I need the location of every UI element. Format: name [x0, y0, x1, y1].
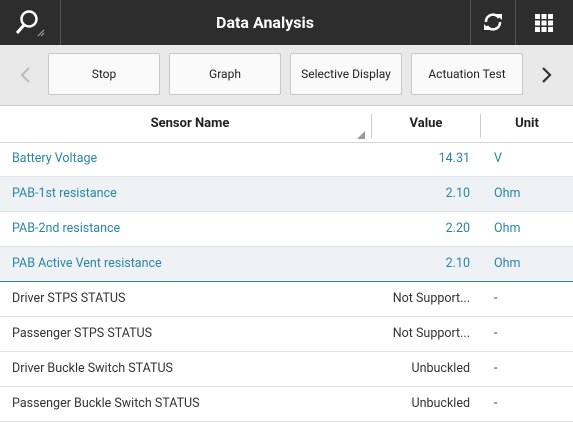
sensor-value: Not Support...	[392, 291, 470, 306]
separator	[470, 0, 471, 45]
table-row[interactable]: PAB-1st resistance 2.10 Ohm	[0, 177, 573, 212]
table-row[interactable]: PAB Active Vent resistance 2.10 Ohm	[0, 247, 573, 282]
table-row[interactable]: Driver STPS STATUS Not Support... -	[0, 282, 573, 317]
toolbar-button[interactable]: Selective Display	[290, 53, 402, 95]
next-arrow[interactable]	[540, 65, 554, 85]
prev-arrow[interactable]	[18, 65, 32, 85]
table-body: Battery Voltage 14.31 V PAB-1st resistance 2…	[0, 142, 573, 422]
sensor-unit: -	[494, 326, 498, 341]
refresh-icon[interactable]	[482, 11, 504, 33]
sensor-unit: Ohm	[494, 186, 521, 201]
sensor-unit: Ohm	[494, 221, 521, 236]
sensor-value: 14.31	[438, 151, 470, 166]
separator	[480, 114, 481, 138]
sensor-value: Unbuckled	[411, 361, 470, 376]
sensor-unit: V	[494, 151, 502, 166]
sensor-name: Passenger STPS STATUS	[12, 326, 153, 341]
search-icon[interactable]	[14, 8, 48, 38]
sensor-value: Unbuckled	[411, 396, 470, 411]
toolbar-button[interactable]: Graph	[169, 53, 281, 95]
column-header[interactable]: Sensor Name	[150, 116, 230, 131]
sensor-value: 2.20	[445, 221, 470, 236]
sensor-name: Driver Buckle Switch STATUS	[12, 361, 173, 376]
page-title: Data Analysis	[216, 13, 314, 32]
table-header: Sensor Name Value Unit	[0, 106, 573, 143]
title-bar: Data Analysis	[0, 0, 573, 45]
sensor-name: PAB-1st resistance	[12, 186, 117, 201]
toolbar-button[interactable]: Stop	[48, 53, 160, 95]
toolbar-button[interactable]: Actuation Test	[411, 53, 523, 95]
table-row[interactable]: PAB-2nd resistance 2.20 Ohm	[0, 212, 573, 247]
sensor-name: Battery Voltage	[12, 151, 98, 166]
table-row[interactable]: Passenger Buckle Switch STATUS Unbuckled -	[0, 387, 573, 422]
sensor-unit: -	[494, 396, 498, 411]
sensor-value: 2.10	[445, 256, 470, 271]
separator	[60, 0, 61, 45]
sensor-name: PAB-2nd resistance	[12, 221, 121, 236]
separator	[515, 0, 516, 45]
sensor-unit: Ohm	[494, 256, 521, 271]
toolbar: Stop Graph Selective Display Actuation Test	[0, 45, 573, 106]
table-row[interactable]: Driver Buckle Switch STATUS Unbuckled -	[0, 352, 573, 387]
sensor-value: Not Support...	[392, 326, 470, 341]
sensor-unit: -	[494, 291, 498, 306]
table-row[interactable]: Passenger STPS STATUS Not Support... -	[0, 317, 573, 352]
sensor-name: PAB Active Vent resistance	[12, 256, 162, 271]
separator	[371, 114, 372, 138]
table-row[interactable]: Battery Voltage 14.31 V	[0, 142, 573, 177]
menu-grid-icon[interactable]	[535, 14, 553, 32]
sort-indicator	[357, 131, 365, 139]
sensor-name: Driver STPS STATUS	[12, 291, 126, 306]
sensor-value: 2.10	[445, 186, 470, 201]
column-header[interactable]: Value	[409, 116, 443, 131]
column-header[interactable]: Unit	[515, 116, 539, 131]
sensor-name: Passenger Buckle Switch STATUS	[12, 396, 200, 411]
sensor-unit: -	[494, 361, 498, 376]
